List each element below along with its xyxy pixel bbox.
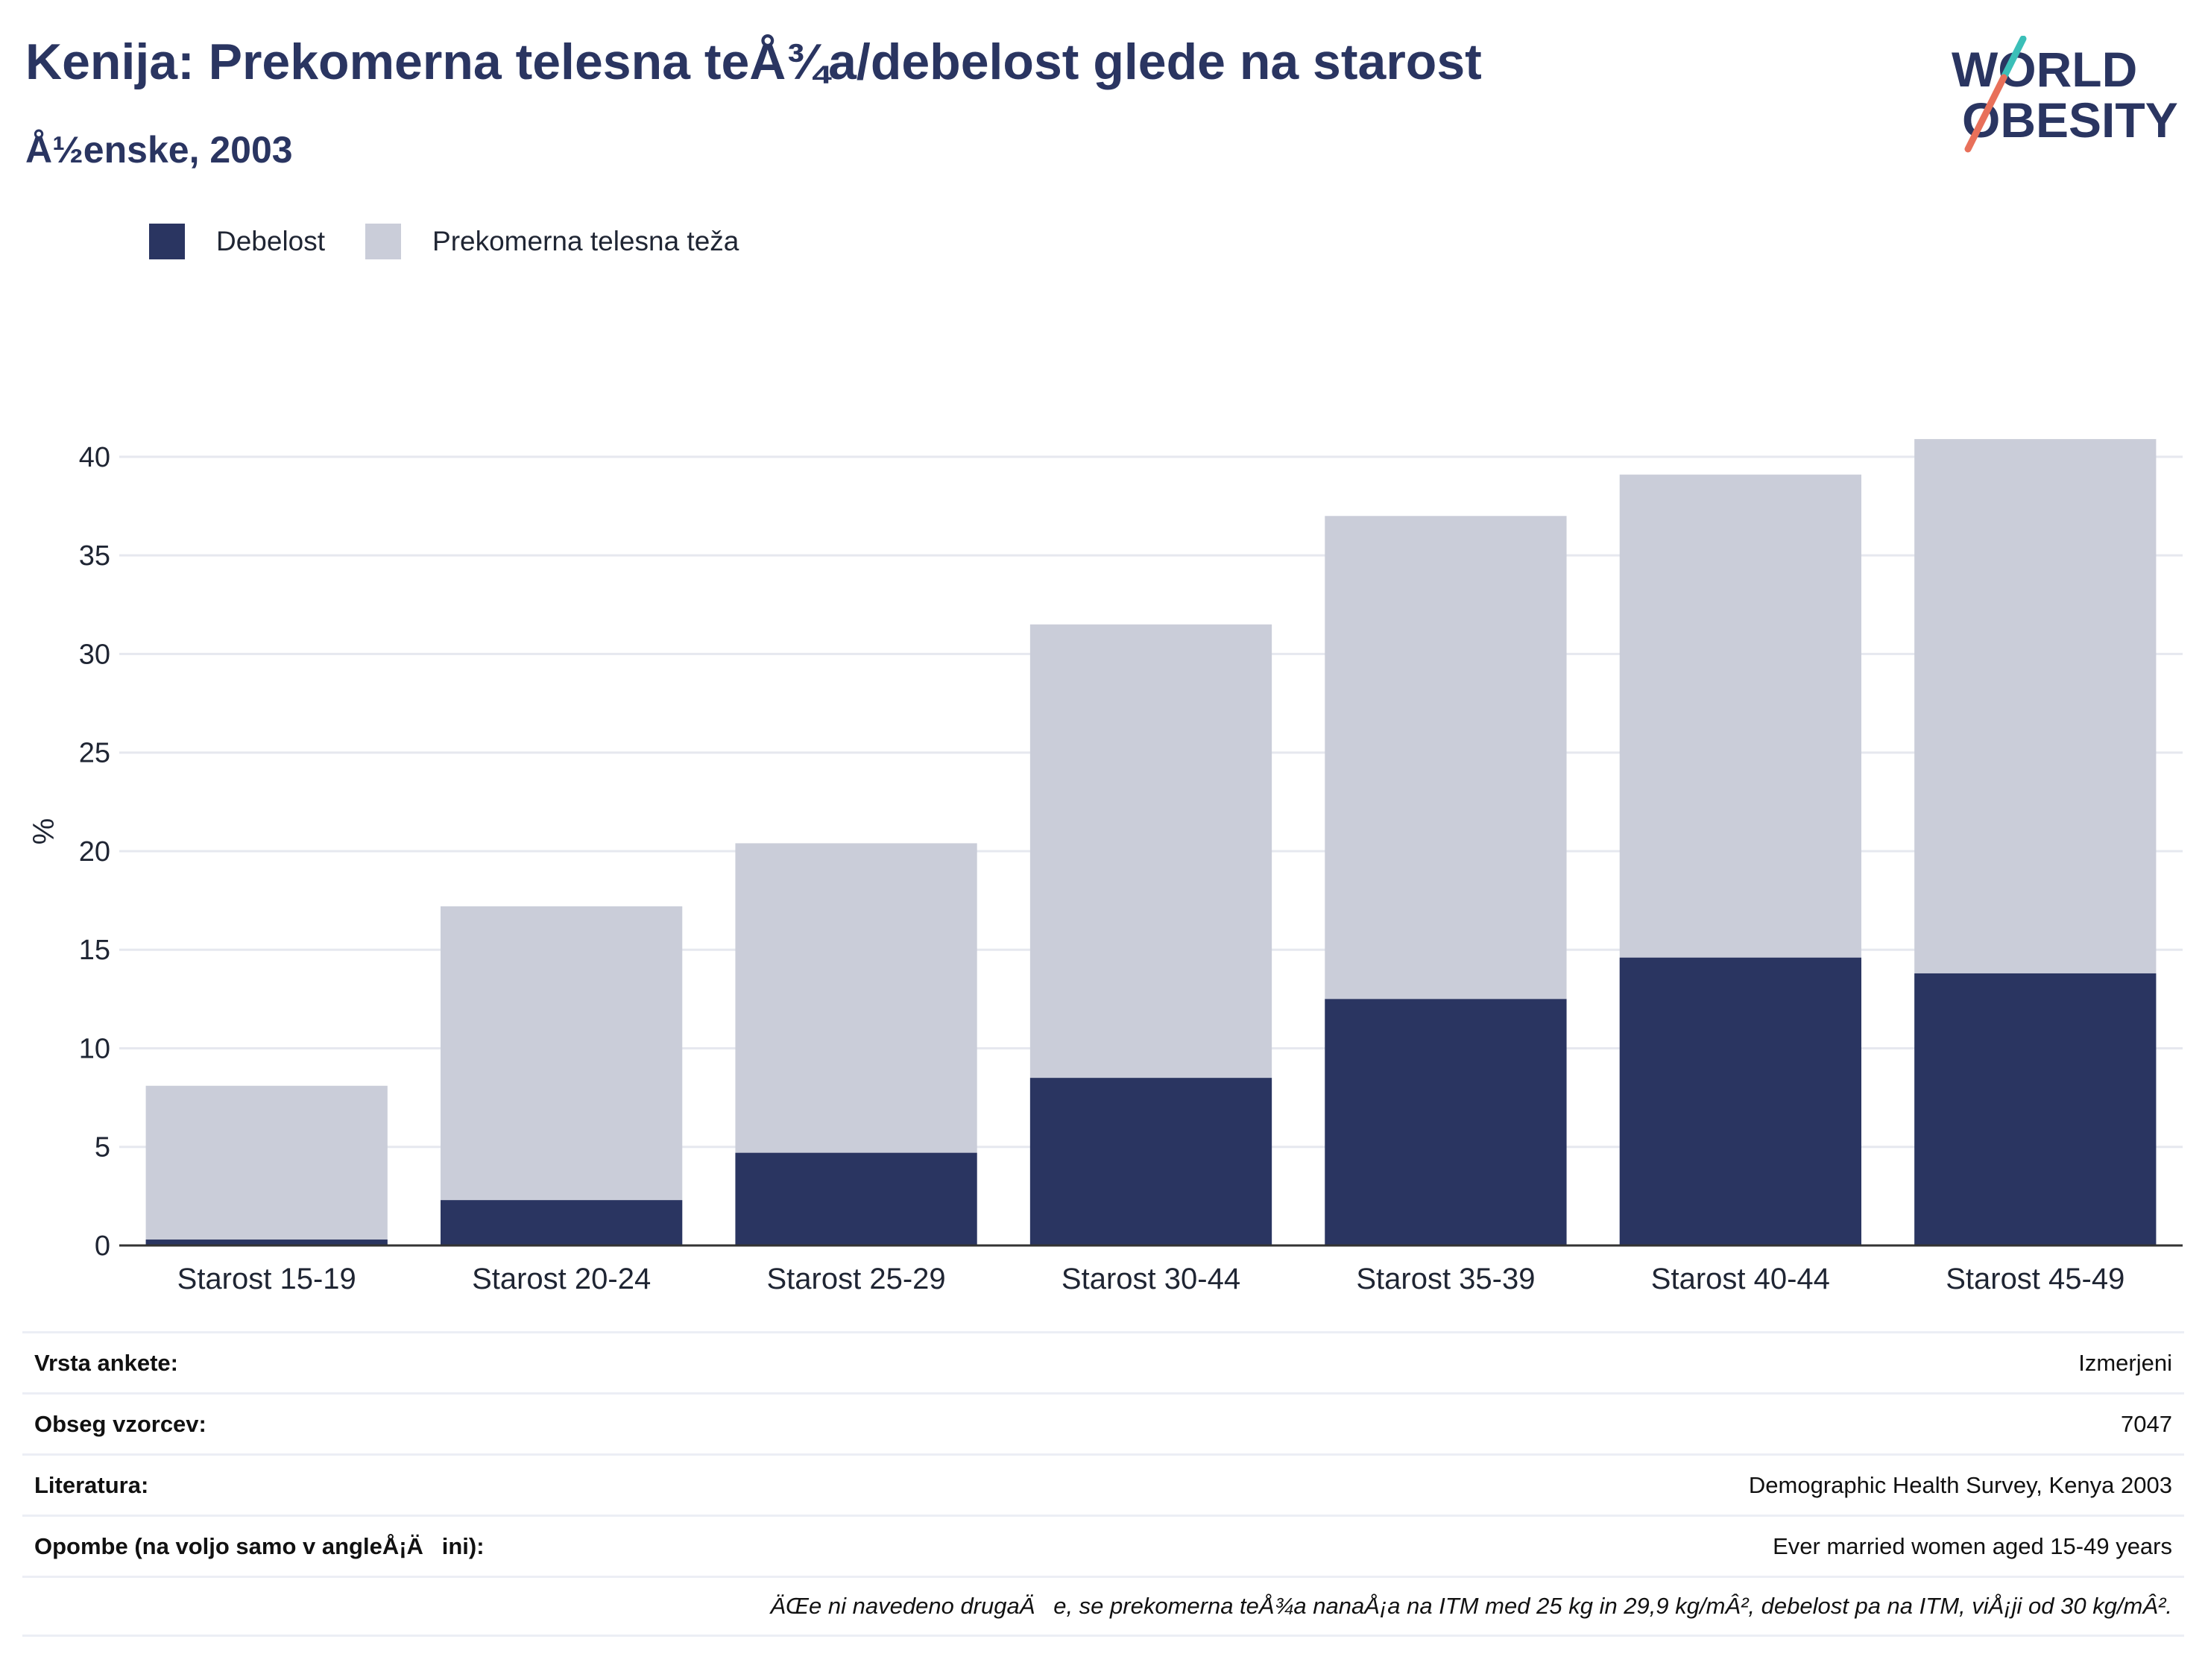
info-value: Demographic Health Survey, Kenya 2003 (1748, 1471, 2172, 1498)
x-tick-label: Starost 45-49 (1946, 1263, 2124, 1295)
bar-overweight (145, 1085, 388, 1245)
y-axis-label: % (28, 818, 60, 845)
info-row-reference: Literatura: Demographic Health Survey, K… (22, 1453, 2184, 1515)
chart-subtitle: Å½enske, 2003 (25, 129, 293, 171)
y-tick-label: 30 (79, 639, 110, 670)
bar-obesity (1325, 999, 1567, 1245)
info-table: Vrsta ankete: Izmerjeni Obseg vzorcev: 7… (22, 1331, 2184, 1637)
legend-item-obesity[interactable]: Debelost (149, 224, 325, 259)
world-obesity-logo: WORLD OBESITY (1952, 36, 2178, 153)
info-row-footnote: ÄŒe ni navedeno drugaÄe, se prekomerna … (22, 1576, 2184, 1637)
chart-title: Kenija: Prekomerna telesna teÅ¾a/debelos… (25, 34, 1482, 90)
x-tick-label: Starost 30-44 (1062, 1263, 1240, 1295)
x-tick-label: Starost 35-39 (1356, 1263, 1535, 1295)
y-tick-label: 10 (79, 1033, 110, 1064)
logo-line1: WORLD (1952, 42, 2137, 97)
info-key: Obseg vzorcev: (34, 1410, 206, 1437)
y-tick-label: 0 (95, 1231, 110, 1262)
x-tick-label: Starost 40-44 (1651, 1263, 1830, 1295)
info-row-survey-type: Vrsta ankete: Izmerjeni (22, 1331, 2184, 1392)
bar-obesity (1914, 973, 2157, 1245)
y-tick-label: 25 (79, 738, 110, 769)
y-tick-label: 40 (79, 442, 110, 473)
legend-label-overweight: Prekomerna telesna teža (432, 226, 739, 256)
x-tick-label: Starost 25-29 (767, 1263, 946, 1295)
legend-item-overweight[interactable]: Prekomerna telesna teža (365, 224, 739, 259)
bar-obesity (145, 1240, 388, 1245)
info-value: 7047 (2121, 1410, 2172, 1437)
info-row-notes: Opombe (na voljo samo v angleÅ¡Äini): E… (22, 1515, 2184, 1576)
bar-obesity (441, 1200, 683, 1245)
bar-obesity (735, 1152, 977, 1245)
y-tick-label: 5 (95, 1132, 110, 1163)
info-key: Vrsta ankete: (34, 1349, 178, 1376)
y-tick-label: 20 (79, 836, 110, 868)
bar-overweight (441, 906, 683, 1245)
info-value: Izmerjeni (2078, 1349, 2172, 1376)
bar-chart: 0 5 10 15 20 25 30 35 40% Starost 15-19 Starost 20… (28, 439, 2183, 1295)
legend-swatch-obesity (149, 224, 185, 259)
bar-obesity (1619, 957, 1861, 1245)
y-tick-label: 35 (79, 540, 110, 572)
x-tick-label: Starost 20-24 (472, 1263, 651, 1295)
legend-swatch-overweight (365, 224, 402, 259)
y-tick-label: 15 (79, 935, 110, 966)
info-row-sample-size: Obseg vzorcev: 7047 (22, 1392, 2184, 1453)
info-value: Ever married women aged 15-49 years (1773, 1532, 2172, 1559)
x-tick-label: Starost 15-19 (177, 1263, 356, 1295)
footnote: ÄŒe ni navedeno drugaÄe, se prekomerna … (770, 1593, 2172, 1619)
legend-label-obesity: Debelost (216, 226, 326, 256)
logo-line2: OBESITY (1962, 92, 2178, 148)
info-key: Opombe (na voljo samo v angleÅ¡Äini): (34, 1532, 485, 1559)
bar-obesity (1029, 1078, 1272, 1245)
legend: Debelost Prekomerna telesna teža (149, 222, 779, 261)
info-key: Literatura: (34, 1471, 149, 1498)
